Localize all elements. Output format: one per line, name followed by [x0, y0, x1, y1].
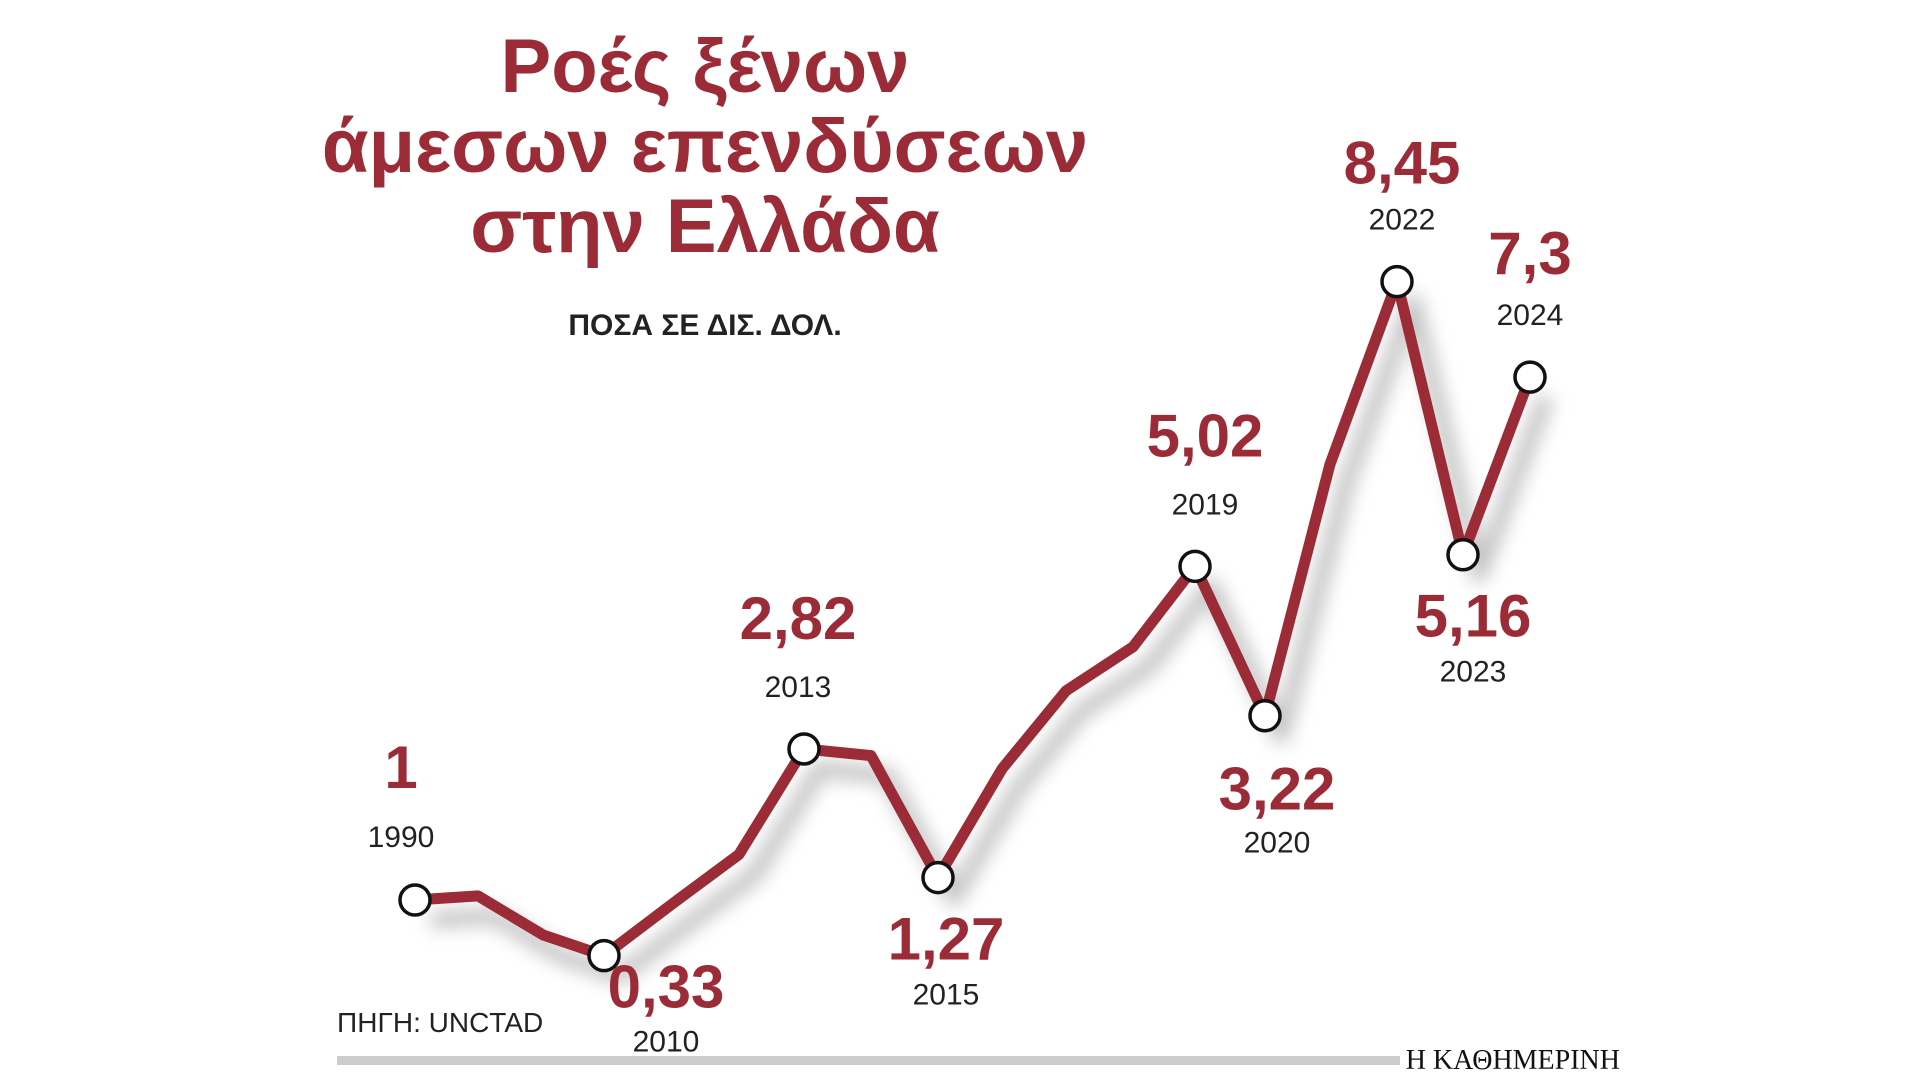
data-point-2020	[1248, 698, 1282, 733]
chart-title: Ροές ξένων άμεσων επενδύσεων στην Ελλάδα	[322, 24, 1088, 269]
data-point-2019	[1178, 549, 1212, 584]
title-line-3: στην Ελλάδα	[470, 184, 940, 269]
value-label-1990: 1	[384, 734, 417, 801]
year-label-2022: 2022	[1369, 204, 1436, 237]
year-label-2024: 2024	[1497, 299, 1564, 332]
year-label-2023: 2023	[1440, 656, 1507, 689]
data-point-2023	[1446, 537, 1480, 572]
source-note: ΠΗΓΗ: UNCTAD	[337, 1007, 543, 1038]
data-point-2024	[1513, 360, 1547, 394]
data-point-2010	[587, 938, 621, 973]
year-label-2019: 2019	[1172, 488, 1239, 521]
value-label-2020: 3,22	[1219, 756, 1336, 823]
chart-subtitle: ΠΟΣΑ ΣΕ ΔΙΣ. ΔΟΛ.	[568, 309, 841, 342]
value-label-2024: 7,3	[1488, 220, 1571, 287]
data-point-2015	[921, 860, 955, 895]
value-label-2022: 8,45	[1344, 130, 1461, 197]
year-label-2013: 2013	[765, 671, 832, 704]
data-point-2022	[1380, 264, 1414, 299]
year-label-2010: 2010	[633, 1026, 700, 1059]
series-line-shadow	[430, 293, 1554, 984]
year-label-1990: 1990	[368, 821, 435, 854]
title-line-2: άμεσων επενδύσεων	[322, 104, 1088, 189]
data-point-1990	[398, 883, 432, 917]
data-point-2013	[787, 732, 821, 766]
value-label-2010: 0,33	[608, 954, 725, 1021]
year-label-2015: 2015	[913, 979, 980, 1012]
plot-area: 1 1990 0,33 2010 2,82 2013 1,27 2015 5,02 2019 3,2…	[368, 130, 1572, 1059]
title-line-1: Ροές ξένων	[501, 24, 910, 109]
publisher-logo: Η ΚΑΘΗΜΕΡΙΝΗ	[1406, 1045, 1620, 1076]
value-label-2015: 1,27	[888, 906, 1005, 973]
footer-rule	[337, 1056, 1400, 1065]
value-label-2013: 2,82	[740, 585, 857, 652]
year-label-2020: 2020	[1244, 827, 1311, 860]
value-label-2023: 5,16	[1415, 583, 1532, 650]
value-label-2019: 5,02	[1147, 402, 1264, 469]
